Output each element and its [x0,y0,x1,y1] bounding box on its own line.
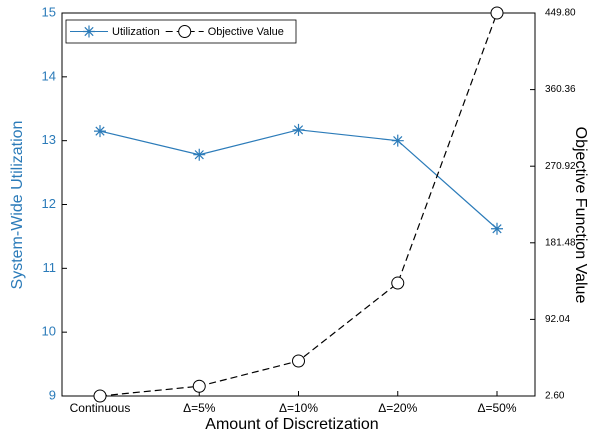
y-axis-label: System-Wide Utilization [9,121,26,290]
point-marker [94,125,106,138]
series-line [99,129,498,230]
y-tick-label: 9 [49,387,56,402]
y2-tick-label: 181.48 [545,237,576,248]
point-marker [93,389,107,403]
point-marker [178,25,192,38]
x-tick-label: Δ=50% [477,401,516,415]
y2-tick-label: 360.36 [545,84,576,95]
y-tick-label: 14 [42,68,56,83]
point-marker [391,134,404,147]
point-marker [83,25,95,38]
point-marker [391,276,405,290]
point-marker [192,379,206,393]
x-tick-label: Δ=10% [279,401,318,415]
point-marker [490,6,504,20]
x-tick-label: Δ=20% [378,401,417,415]
point-marker [292,354,305,368]
y-tick-label: 11 [43,260,57,275]
y2-tick-label: 92.04 [545,314,570,325]
y-tick-label: 10 [42,324,56,339]
y-tick-label: 12 [42,196,56,211]
legend: Utilization Objective Value [65,19,297,44]
y-tick-label: 13 [42,132,56,147]
legend-label: Objective Value [208,26,284,38]
series-line [99,12,498,397]
legend-label: Utilization [112,26,160,38]
y2-axis-label: Objective Function Value [572,127,589,304]
x-tick-label: Δ=5% [183,401,216,415]
plot-frame [61,12,536,397]
y2-tick-label: 2.60 [545,391,565,402]
x-axis-label: Amount of Discretization [205,416,378,433]
point-marker [193,148,206,161]
point-marker [491,222,503,235]
x-tick-label: Continuous [70,401,131,415]
point-marker [292,123,305,136]
y-tick-label: 15 [42,4,56,19]
y2-tick-label: 449.80 [545,8,576,19]
y2-tick-label: 270.92 [545,161,576,172]
